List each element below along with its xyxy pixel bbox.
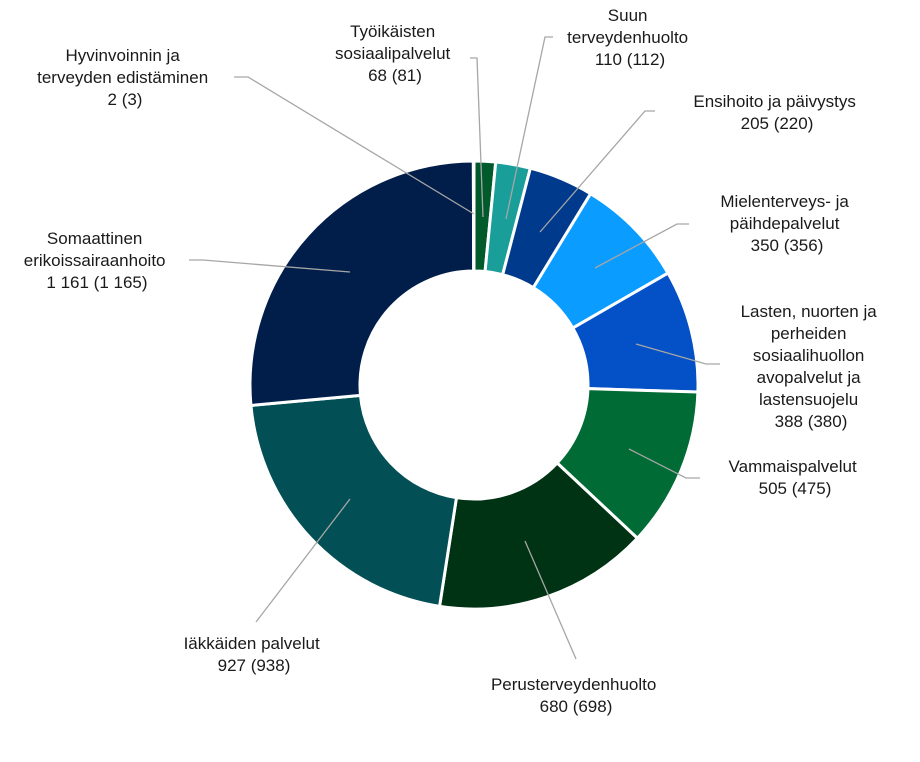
label-suun-terveydenhuolto: Suun terveydenhuolto 110 (112): [567, 6, 693, 69]
label-tyoikaisten-sosiaalipalvelut: Työikäisten sosiaalipalvelut 68 (81): [335, 22, 455, 85]
donut-slices: [248, 159, 700, 611]
leader-line-mielenterveys-ja-paihdepalvelut: [594, 223, 689, 269]
slice-labels: Työikäisten sosiaalipalvelut 68 (81) Suu…: [24, 6, 882, 716]
slice-hyvinvoinnin-ja-terveyden-edistaminen: [471, 159, 476, 273]
leader-line-tyoikaisten-sosiaalipalvelut: [470, 57, 484, 218]
leader-line-vammaispalvelut: [628, 448, 700, 479]
leader-line-iakkaiden-palvelut: [255, 498, 351, 623]
leader-line-lasten-nuorten-ja-perheiden-sosiaalihuollon-avopalvelut-ja-lastensuojelu: [635, 343, 720, 365]
slice-perusterveydenhuolto: [437, 460, 640, 611]
leader-line-ensihoito-ja-paivystys: [539, 110, 655, 233]
label-perusterveydenhuolto: Perusterveydenhuolto 680 (698): [491, 675, 661, 716]
leader-line-perusterveydenhuolto: [524, 540, 577, 660]
label-iakkaiden-palvelut: Iäkkäiden palvelut 927 (938): [184, 634, 325, 675]
leader-lines: [189, 36, 720, 660]
leader-line-suun-terveydenhuolto: [505, 36, 553, 220]
leader-line-hyvinvoinnin-ja-terveyden-edistaminen: [234, 76, 475, 215]
label-ensihoito-ja-paivystys: Ensihoito ja päivystys 205 (220): [693, 92, 860, 133]
slice-somaattinen-erikoissairaanhoito: [248, 159, 476, 408]
label-mielenterveys-ja-paihdepalvelut: Mielenterveys- ja päihdepalvelut 350 (35…: [720, 192, 853, 255]
label-lasten-nuorten-ja-perheiden-palvelut: Lasten, nuorten ja perheiden sosiaalihuo…: [741, 302, 882, 431]
label-hyvinvoinnin-ja-terveyden-edistaminen: Hyvinvoinnin ja terveyden edistäminen 2 …: [37, 46, 213, 109]
label-somaattinen-erikoissairaanhoito: Somaattinen erikoissairaanhoito 1 161 (1…: [24, 229, 170, 292]
label-vammaispalvelut: Vammaispalvelut 505 (475): [729, 457, 862, 498]
leader-line-somaattinen-erikoissairaanhoito: [189, 259, 351, 273]
slice-iakkaiden-palvelut: [249, 393, 459, 609]
